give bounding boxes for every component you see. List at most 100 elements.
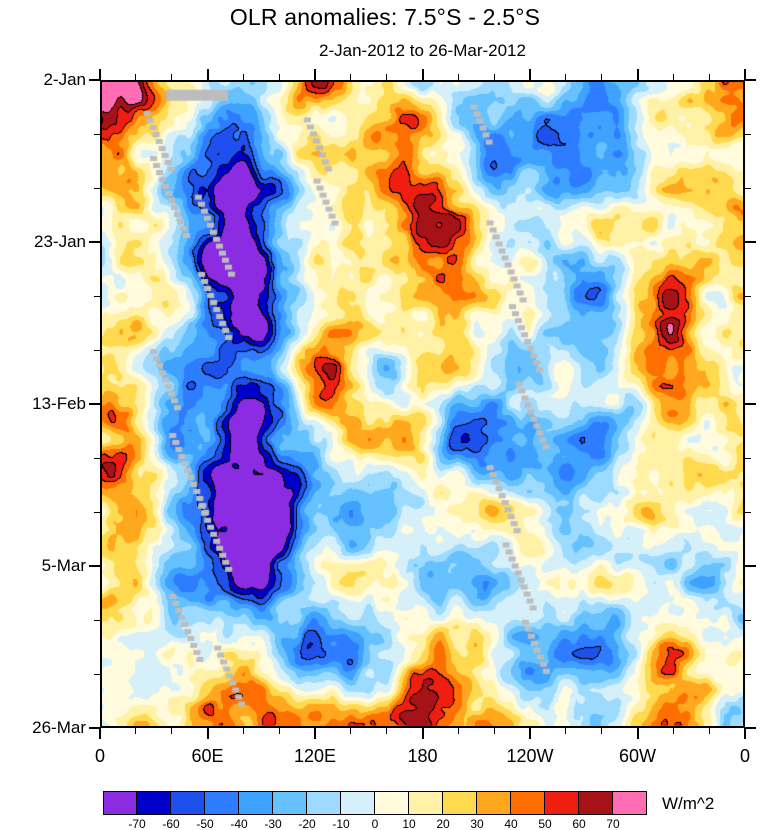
x-axis-tick bbox=[565, 728, 567, 734]
y-axis-tick bbox=[745, 187, 751, 189]
y-axis-tick bbox=[745, 403, 756, 405]
x-axis-label: 0 bbox=[94, 746, 106, 766]
x-axis-label: 180 bbox=[407, 746, 438, 766]
x-axis-tick bbox=[171, 74, 173, 80]
colorbar-tick-label: 40 bbox=[504, 817, 518, 830]
y-axis-tick bbox=[745, 511, 751, 513]
colorbar-cell bbox=[273, 791, 307, 815]
y-axis-tick bbox=[89, 565, 100, 567]
x-axis-tick bbox=[314, 728, 316, 739]
colorbar-tick-label: -10 bbox=[332, 817, 350, 830]
colorbar-tick-label: 30 bbox=[470, 817, 484, 830]
colorbar-tick-label: 60 bbox=[572, 817, 586, 830]
x-axis-label: 60E bbox=[191, 746, 224, 766]
colorbar-tick-label: 70 bbox=[606, 817, 620, 830]
colorbar-tick-label: 0 bbox=[371, 817, 379, 830]
x-axis-tick bbox=[601, 728, 603, 734]
plot-frame bbox=[100, 80, 745, 728]
x-axis-label: 120E bbox=[293, 746, 337, 766]
x-axis-tick bbox=[135, 74, 137, 80]
colorbar-tick-label: 20 bbox=[436, 817, 450, 830]
colorbar-unit-label: W/m^2 bbox=[662, 794, 715, 813]
colorbar-tick-label: -70 bbox=[128, 817, 146, 830]
colorbar-cell bbox=[545, 791, 579, 815]
y-axis-tick bbox=[745, 565, 756, 567]
y-axis-tick bbox=[94, 457, 100, 459]
x-axis-tick bbox=[386, 74, 388, 80]
colorbar-cell bbox=[205, 791, 239, 815]
x-axis-label: 0 bbox=[739, 746, 751, 766]
colorbar bbox=[103, 791, 647, 815]
y-axis-tick bbox=[94, 133, 100, 135]
y-axis-tick bbox=[745, 727, 756, 729]
colorbar-cell bbox=[239, 791, 273, 815]
y-axis-tick bbox=[89, 79, 100, 81]
x-axis-tick bbox=[99, 728, 101, 739]
x-axis-tick bbox=[421, 69, 424, 80]
colorbar-cell bbox=[409, 791, 443, 815]
x-axis-tick bbox=[206, 728, 209, 739]
y-axis-tick bbox=[745, 241, 756, 243]
colorbar-cell bbox=[579, 791, 613, 815]
colorbar-tick-label: 50 bbox=[538, 817, 552, 830]
colorbar-tick-label: -60 bbox=[162, 817, 180, 830]
y-axis-tick bbox=[745, 295, 751, 297]
y-axis-label: 5-Mar bbox=[41, 556, 86, 575]
colorbar-tick-label: 10 bbox=[402, 817, 416, 830]
x-axis-tick bbox=[278, 74, 280, 80]
x-axis-tick bbox=[206, 69, 209, 80]
colorbar-cell bbox=[341, 791, 375, 815]
x-axis-tick bbox=[529, 69, 531, 80]
y-axis-tick bbox=[745, 619, 751, 621]
x-axis-tick bbox=[242, 74, 244, 80]
colorbar-tick-label: -30 bbox=[264, 817, 282, 830]
y-axis-tick bbox=[89, 403, 100, 405]
x-axis-tick bbox=[457, 74, 459, 80]
x-axis-label: 120W bbox=[506, 746, 554, 766]
x-axis-tick bbox=[493, 74, 495, 80]
y-axis-label: 13-Feb bbox=[32, 394, 86, 413]
x-axis-label: 60W bbox=[618, 746, 657, 766]
x-axis-tick bbox=[457, 728, 459, 734]
x-axis-tick bbox=[529, 728, 531, 739]
colorbar-cell bbox=[307, 791, 341, 815]
y-axis-tick bbox=[94, 295, 100, 297]
y-axis-tick bbox=[89, 241, 100, 243]
colorbar-cell bbox=[137, 791, 171, 815]
x-axis-tick bbox=[135, 728, 137, 734]
x-axis-tick bbox=[601, 74, 603, 80]
colorbar-cell bbox=[477, 791, 511, 815]
y-axis-tick bbox=[94, 673, 100, 675]
x-axis-tick bbox=[672, 728, 674, 734]
x-axis-tick bbox=[565, 74, 567, 80]
chart-subtitle: 2-Jan-2012 to 26-Mar-2012 bbox=[319, 41, 526, 60]
y-axis-tick bbox=[94, 511, 100, 513]
y-axis-tick bbox=[745, 79, 756, 81]
x-axis-tick bbox=[350, 728, 352, 734]
y-axis-tick bbox=[94, 187, 100, 189]
x-axis-tick bbox=[744, 728, 746, 739]
x-axis-tick bbox=[636, 728, 639, 739]
colorbar-tick-label: -40 bbox=[230, 817, 248, 830]
x-axis-tick bbox=[708, 74, 710, 80]
colorbar-cell bbox=[171, 791, 205, 815]
y-axis-tick bbox=[745, 673, 751, 675]
y-axis-tick bbox=[745, 349, 751, 351]
x-axis-tick bbox=[350, 74, 352, 80]
y-axis-tick bbox=[94, 349, 100, 351]
y-axis-tick bbox=[94, 619, 100, 621]
y-axis-tick bbox=[745, 457, 751, 459]
x-axis-tick bbox=[636, 69, 639, 80]
y-axis-label: 23-Jan bbox=[34, 232, 86, 251]
chart-title: OLR anomalies: 7.5°S - 2.5°S bbox=[229, 4, 541, 30]
x-axis-tick bbox=[493, 728, 495, 734]
x-axis-tick bbox=[708, 728, 710, 734]
x-axis-tick bbox=[672, 74, 674, 80]
x-axis-tick bbox=[99, 69, 101, 80]
y-axis-tick bbox=[745, 133, 751, 135]
colorbar-cell bbox=[103, 791, 137, 815]
colorbar-tick-label: -20 bbox=[298, 817, 316, 830]
x-axis-tick bbox=[171, 728, 173, 734]
x-axis-tick bbox=[744, 69, 746, 80]
